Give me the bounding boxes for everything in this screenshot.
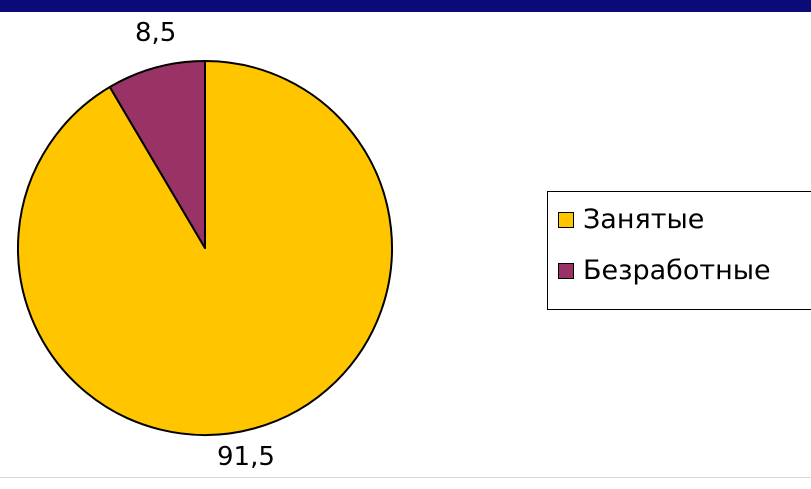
legend-label-employed: Занятые [583,204,705,235]
legend-item-unemployed: Безработные [558,257,771,284]
data-label-unemployed: 8,5 [135,18,177,48]
bottom-divider [0,477,811,478]
pie-slice-unemployed [108,60,206,249]
legend-swatch-employed [558,211,574,228]
data-label-employed: 91,5 [217,442,275,472]
pie-slices [17,60,393,436]
header-band [0,0,811,12]
legend-item-employed: Занятые [558,206,704,233]
legend-label-unemployed: Безработные [583,255,771,286]
chart-legend: Занятые Безработные [547,191,811,310]
legend-swatch-unemployed [558,262,574,279]
